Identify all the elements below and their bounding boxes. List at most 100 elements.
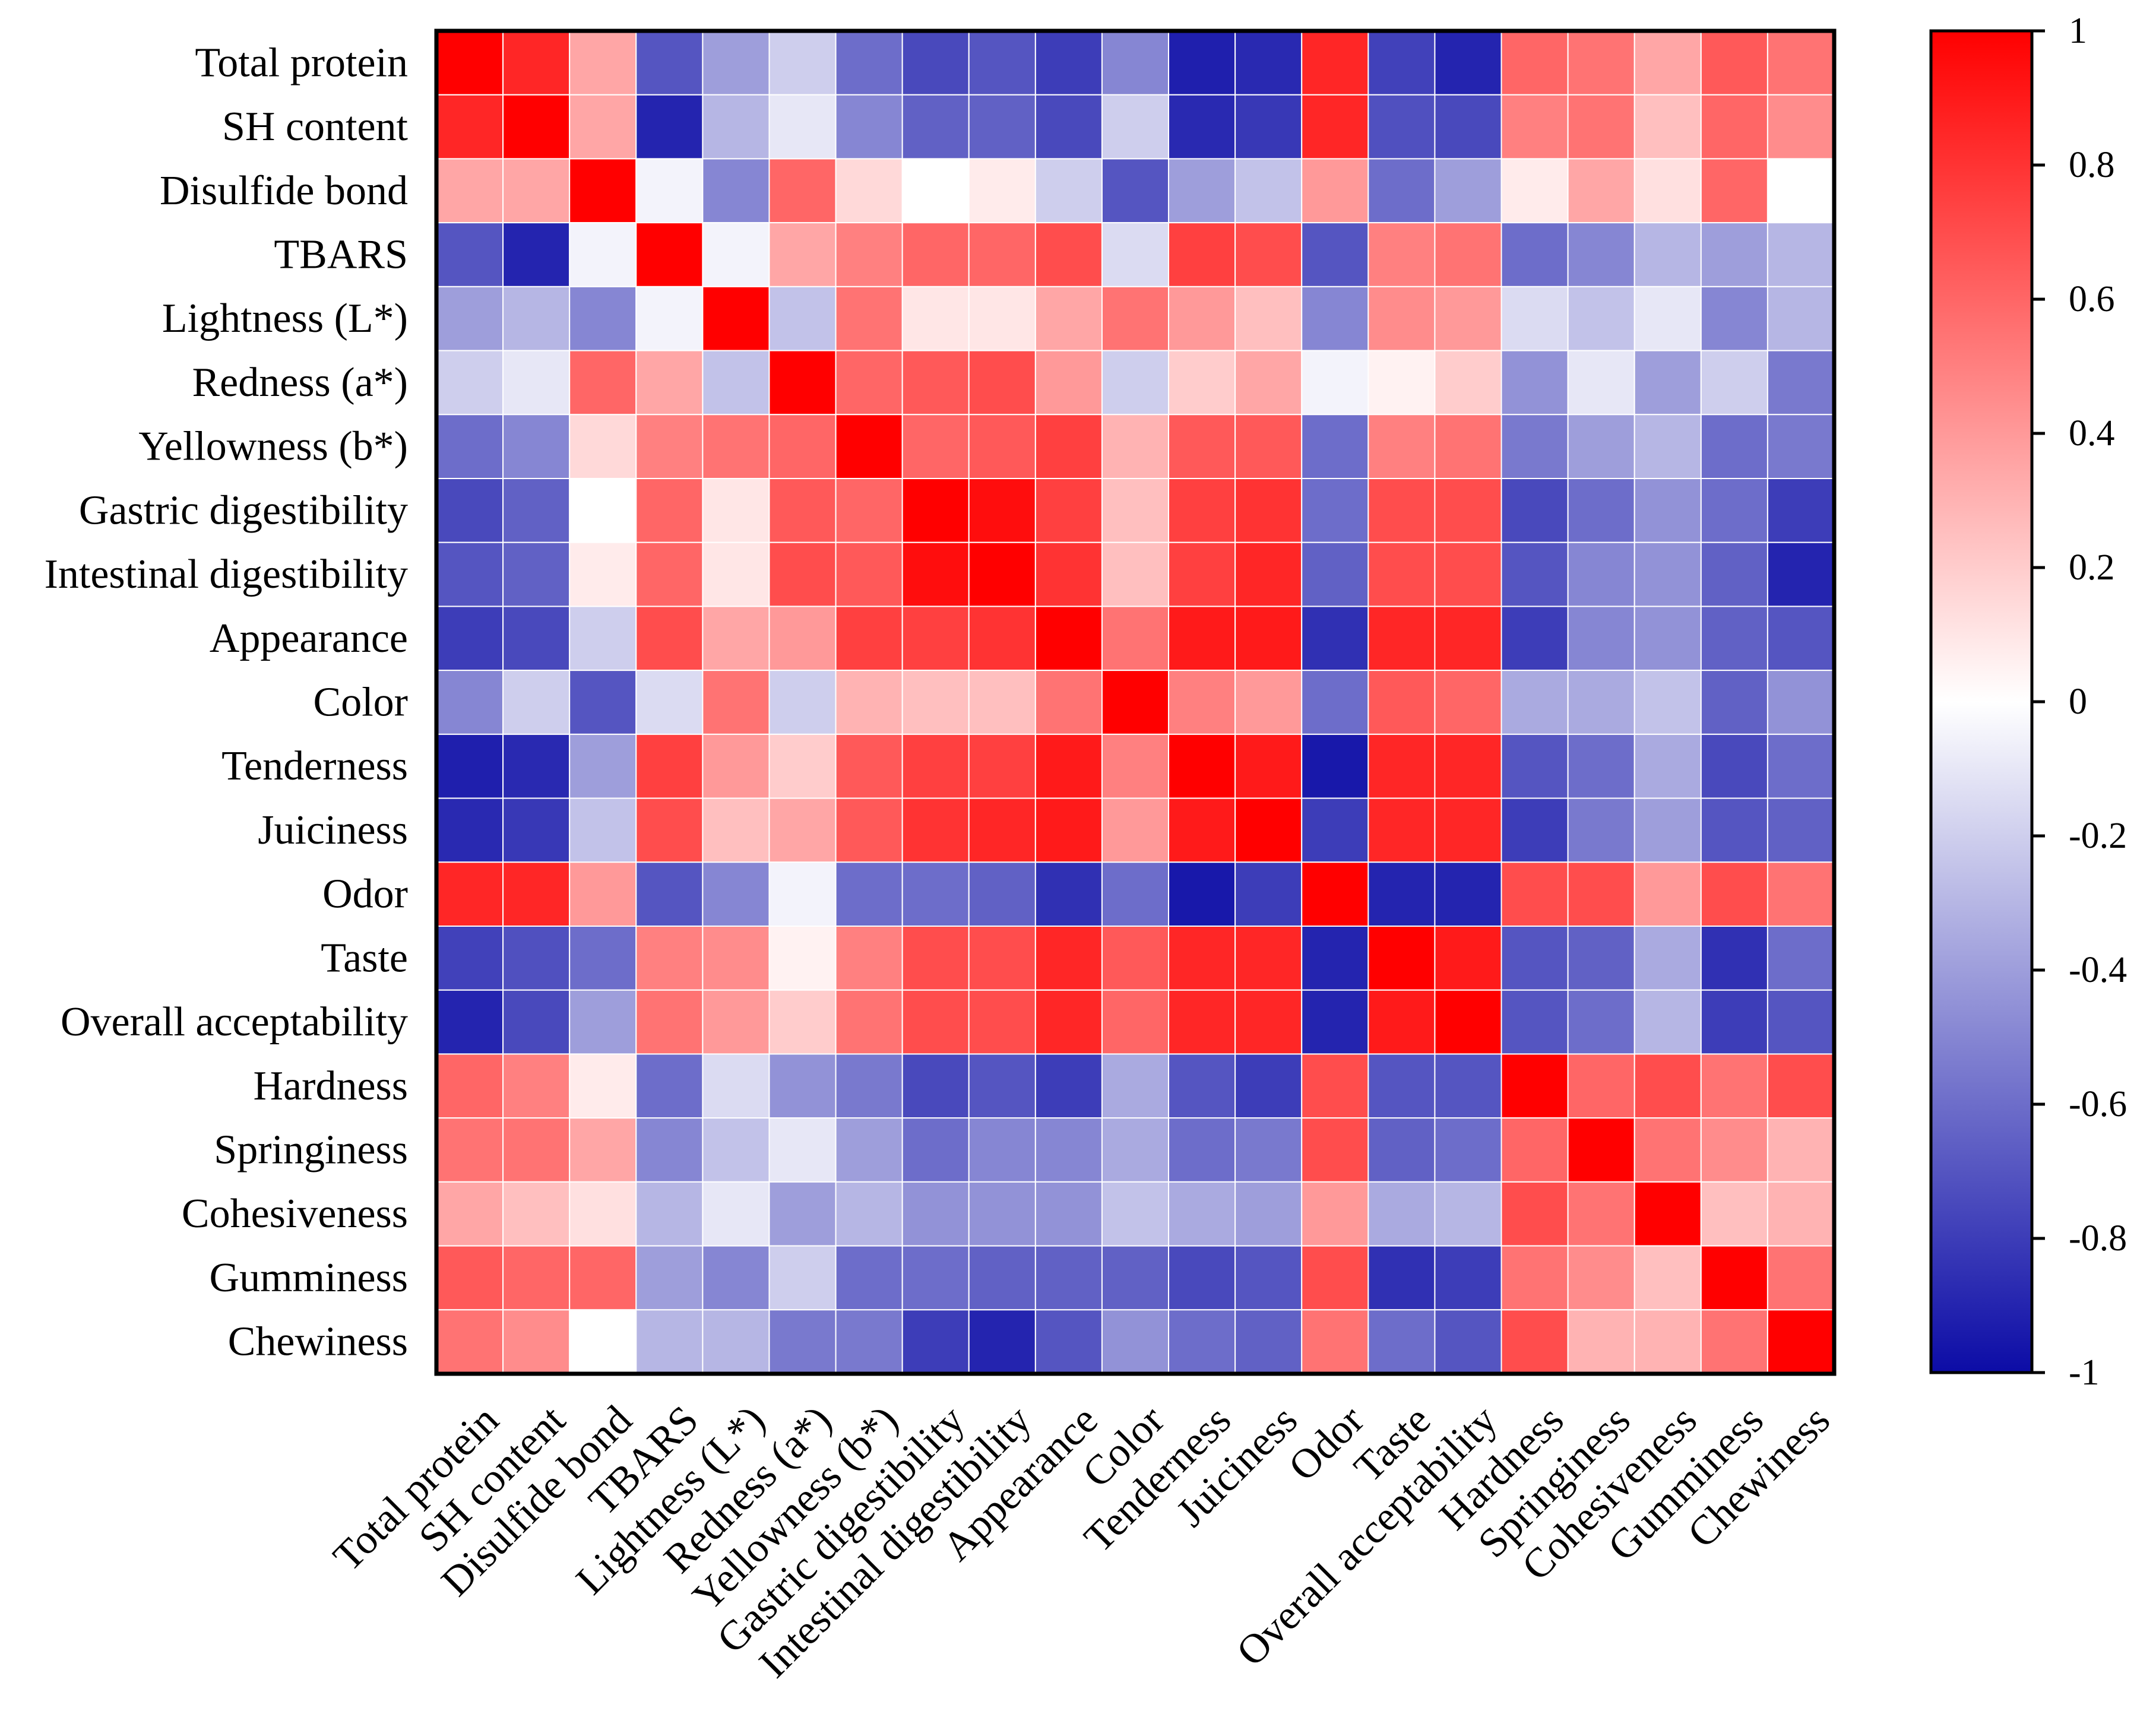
cell-chewiness--total-protein [436, 1309, 504, 1374]
cell-chewiness--intestinal-digestibility [968, 1309, 1036, 1374]
cell-lightness-l--intestinal-digestibility [968, 286, 1036, 351]
cell-hardness--redness-a [768, 1053, 837, 1119]
cell-gumminess--gumminess [1700, 1245, 1768, 1311]
cell-color--gumminess [1700, 670, 1768, 735]
cell-juiciness--gumminess [1700, 797, 1768, 863]
cell-lightness-l--redness-a [768, 286, 837, 351]
row-label-juiciness: Juiciness [258, 807, 408, 853]
colorbar-tick-label: 0.6 [2069, 279, 2115, 319]
cell-taste--disulfide-bond [569, 926, 637, 991]
cell-disulfide-bond--taste [1367, 158, 1436, 224]
col-label-odor: Odor [1280, 1397, 1373, 1490]
cell-juiciness--hardness [1500, 797, 1569, 863]
cell-intestinal-digestibility--hardness [1500, 541, 1569, 607]
cell-appearance--springiness [1567, 606, 1635, 671]
cell-total-protein--color [1101, 30, 1170, 96]
cell-taste--appearance [1034, 926, 1103, 991]
cell-lightness-l--taste [1367, 286, 1436, 351]
cell-gastric-digestibility--tbars [635, 478, 704, 543]
cell-yellowness-b--disulfide-bond [569, 414, 637, 479]
cell-tbars--overall-acceptability [1434, 222, 1502, 287]
cell-disulfide-bond--color [1101, 158, 1170, 224]
row-label-chewiness: Chewiness [228, 1319, 408, 1365]
row-label-gastric-digestibility: Gastric digestibility [79, 487, 408, 533]
cell-tbars--color [1101, 222, 1170, 287]
row-label-lightness-l: Lightness (L*) [162, 296, 408, 341]
cell-gastric-digestibility--chewiness [1766, 478, 1835, 543]
cell-springiness--overall-acceptability [1434, 1117, 1502, 1183]
cell-chewiness--lightness-l [702, 1309, 770, 1374]
cell-cohesiveness--tbars [635, 1181, 704, 1247]
cell-lightness-l--hardness [1500, 286, 1569, 351]
cell-hardness--yellowness-b [835, 1053, 903, 1119]
cell-gumminess--odor [1301, 1245, 1369, 1311]
cell-gastric-digestibility--redness-a [768, 478, 837, 543]
cell-disulfide-bond--lightness-l [702, 158, 770, 224]
cell-springiness--disulfide-bond [569, 1117, 637, 1183]
row-label-sh-content: SH content [222, 104, 409, 150]
cell-appearance--total-protein [436, 606, 504, 671]
cell-redness-a--gumminess [1700, 350, 1768, 416]
cell-disulfide-bond--chewiness [1766, 158, 1835, 224]
cell-gastric-digestibility--cohesiveness [1633, 478, 1702, 543]
cell-overall-acceptability--tbars [635, 989, 704, 1055]
cell-odor--tbars [635, 861, 704, 927]
cell-tenderness--color [1101, 733, 1170, 799]
cell-taste--overall-acceptability [1434, 926, 1502, 991]
colorbar-tick-label: 0 [2069, 682, 2087, 722]
cell-lightness-l--appearance [1034, 286, 1103, 351]
cell-hardness--appearance [1034, 1053, 1103, 1119]
cell-gastric-digestibility--odor [1301, 478, 1369, 543]
cell-total-protein--gastric-digestibility [901, 30, 970, 96]
cell-color--intestinal-digestibility [968, 670, 1036, 735]
row-label-overall-acceptability: Overall acceptability [61, 999, 408, 1045]
cell-chewiness--overall-acceptability [1434, 1309, 1502, 1374]
cell-yellowness-b--odor [1301, 414, 1369, 479]
cell-sh-content--yellowness-b [835, 94, 903, 160]
cell-overall-acceptability--juiciness [1234, 989, 1303, 1055]
cell-gastric-digestibility--hardness [1500, 478, 1569, 543]
row-label-tbars: TBARS [274, 232, 408, 278]
cell-gumminess--hardness [1500, 1245, 1569, 1311]
cell-chewiness--appearance [1034, 1309, 1103, 1374]
cell-tbars--sh-content [502, 222, 571, 287]
cell-color--chewiness [1766, 670, 1835, 735]
row-label-cohesiveness: Cohesiveness [182, 1191, 408, 1237]
cell-springiness--color [1101, 1117, 1170, 1183]
cell-tenderness--redness-a [768, 733, 837, 799]
cell-appearance--intestinal-digestibility [968, 606, 1036, 671]
cell-chewiness--springiness [1567, 1309, 1635, 1374]
cell-odor--cohesiveness [1633, 861, 1702, 927]
cell-taste--springiness [1567, 926, 1635, 991]
cell-lightness-l--chewiness [1766, 286, 1835, 351]
cell-yellowness-b--intestinal-digestibility [968, 414, 1036, 479]
cell-springiness--tenderness [1168, 1117, 1236, 1183]
cell-tbars--taste [1367, 222, 1436, 287]
cell-juiciness--total-protein [436, 797, 504, 863]
cell-gastric-digestibility--yellowness-b [835, 478, 903, 543]
cell-appearance--gastric-digestibility [901, 606, 970, 671]
cell-color--appearance [1034, 670, 1103, 735]
cell-appearance--odor [1301, 606, 1369, 671]
cell-total-protein--tbars [635, 30, 704, 96]
cell-sh-content--disulfide-bond [569, 94, 637, 160]
colorbar-tick-label: -0.4 [2069, 950, 2127, 990]
row-label-hardness: Hardness [254, 1063, 408, 1109]
cell-yellowness-b--yellowness-b [835, 414, 903, 479]
cell-gumminess--disulfide-bond [569, 1245, 637, 1311]
cell-color--total-protein [436, 670, 504, 735]
cell-cohesiveness--hardness [1500, 1181, 1569, 1247]
cell-cohesiveness--overall-acceptability [1434, 1181, 1502, 1247]
cell-cohesiveness--gumminess [1700, 1181, 1768, 1247]
cell-yellowness-b--color [1101, 414, 1170, 479]
cell-redness-a--chewiness [1766, 350, 1835, 416]
cell-tenderness--total-protein [436, 733, 504, 799]
row-label-total-protein: Total protein [195, 40, 408, 85]
cell-hardness--overall-acceptability [1434, 1053, 1502, 1119]
cell-overall-acceptability--cohesiveness [1633, 989, 1702, 1055]
row-labels: Total protein SH content Disulfide bond TBA… [45, 40, 409, 1364]
cell-hardness--gastric-digestibility [901, 1053, 970, 1119]
cell-lightness-l--tbars [635, 286, 704, 351]
cell-color--juiciness [1234, 670, 1303, 735]
cell-tenderness--chewiness [1766, 733, 1835, 799]
